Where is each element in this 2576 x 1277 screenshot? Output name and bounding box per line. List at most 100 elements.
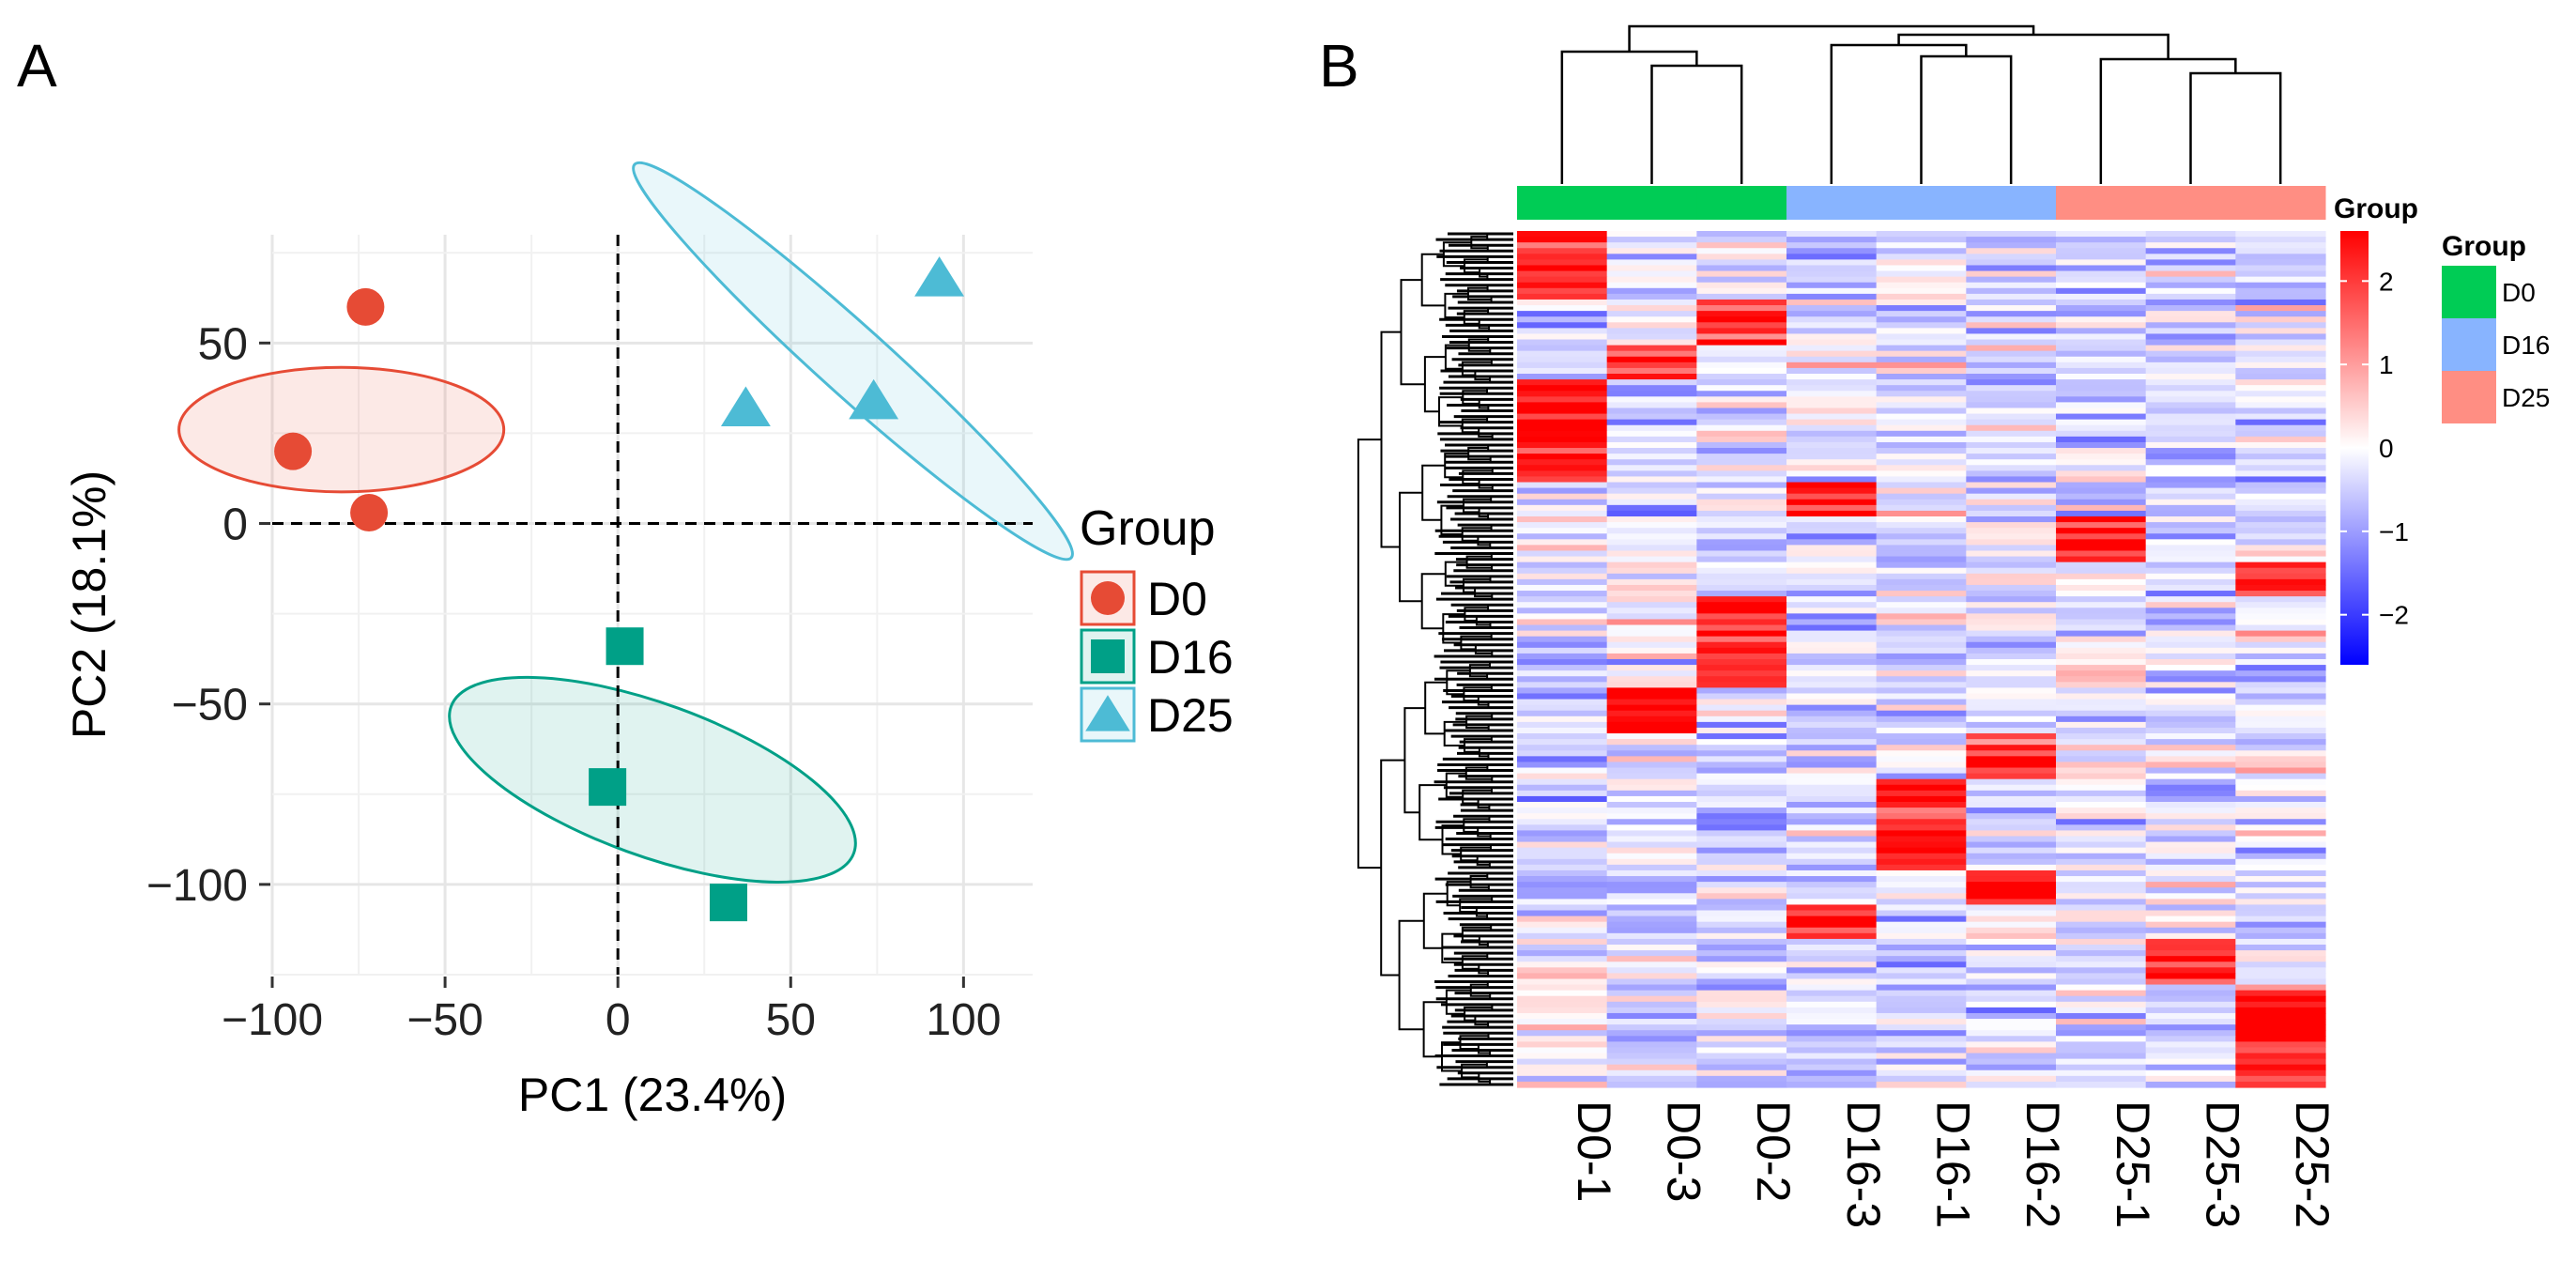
heatmap-cell — [1876, 311, 1967, 317]
heatmap-cell — [1606, 1019, 1697, 1025]
heatmap-cell — [1876, 882, 1967, 888]
heatmap-cell — [1696, 441, 1787, 449]
heatmap-cell — [1786, 465, 1878, 471]
heatmap-cell — [1876, 808, 1967, 814]
heatmap-cell — [2235, 578, 2326, 586]
heatmap-cell — [1966, 333, 2057, 341]
heatmap-cell — [2145, 932, 2236, 940]
heatmap-cell — [2145, 978, 2236, 986]
heatmap-cell — [1876, 254, 1967, 260]
heatmap-cell — [1696, 419, 1787, 426]
heatmap-cell — [1606, 470, 1697, 478]
heatmap-cell — [1786, 539, 1878, 546]
heatmap-cell — [1876, 927, 1967, 934]
heatmap-cell — [1606, 893, 1697, 900]
heatmap-cell — [1786, 362, 1878, 369]
heatmap-cell — [1606, 476, 1697, 484]
heatmap-cell — [2145, 254, 2236, 260]
heatmap-cell — [2056, 927, 2147, 934]
heatmap-cell — [2145, 687, 2236, 695]
heatmap-cell — [1876, 676, 1967, 683]
heatmap-cell — [1786, 973, 1878, 980]
heatmap-cell — [1517, 550, 1608, 558]
heatmap-cell — [2235, 973, 2326, 980]
heatmap-cell — [1786, 613, 1878, 621]
heatmap-cell — [1966, 424, 2057, 432]
heatmap-cell — [2235, 790, 2326, 797]
heatmap-cell — [1517, 910, 1608, 917]
heatmap-cell — [1606, 362, 1697, 369]
heatmap-cell — [2145, 578, 2236, 586]
heatmap-cell — [2235, 762, 2326, 769]
heatmap-cell — [2056, 567, 2147, 575]
heatmap-cell — [2056, 745, 2147, 751]
heatmap-cell — [1517, 510, 1608, 517]
heatmap-cell — [2235, 836, 2326, 843]
heatmap-cell — [1606, 995, 1697, 1003]
heatmap-cell — [1696, 704, 1787, 712]
heatmap-cell — [1876, 567, 1967, 575]
heatmap-cell — [1696, 962, 1787, 968]
heatmap-cell — [2056, 510, 2147, 517]
heatmap-cell — [1966, 510, 2057, 517]
column-annotation-bar — [1517, 186, 2326, 220]
heatmap-cell — [2235, 487, 2326, 495]
heatmap-cell — [1786, 454, 1878, 460]
heatmap-cell — [1876, 887, 1967, 894]
heatmap-cell — [1517, 396, 1608, 403]
heatmap-cell — [1876, 1053, 1967, 1060]
heatmap-cell — [1786, 311, 1878, 317]
heatmap-cell — [2056, 533, 2147, 540]
x-tick-label: −50 — [406, 995, 483, 1045]
heatmap-cell — [1876, 293, 1967, 300]
heatmap-cell — [2235, 802, 2326, 808]
heatmap-cell — [1606, 693, 1697, 700]
heatmap-cell — [2235, 904, 2326, 912]
heatmap-cell — [1966, 899, 2057, 906]
heatmap-cell — [2056, 528, 2147, 534]
heatmap-cell — [1517, 715, 1608, 723]
heatmap-cell — [2145, 1069, 2236, 1077]
heatmap-cell — [2235, 721, 2326, 729]
heatmap-cell — [1696, 413, 1787, 421]
pca-y-axis-label: PC2 (18.1%) — [63, 470, 115, 739]
heatmap-cell — [1786, 299, 1878, 306]
heatmap-cell — [1696, 333, 1787, 341]
heatmap-cell — [1876, 1047, 1967, 1054]
heatmap-cell — [1966, 441, 2057, 449]
heatmap-cell — [1517, 254, 1608, 260]
heatmap-cell — [2235, 767, 2326, 775]
heatmap-cell — [1517, 624, 1608, 632]
heatmap-cell — [1606, 1058, 1697, 1066]
heatmap-cell — [1696, 676, 1787, 683]
heatmap-cell — [1517, 516, 1608, 523]
heatmap-cell — [1786, 459, 1878, 466]
heatmap-cell — [1786, 927, 1878, 934]
heatmap-cell — [1786, 1012, 1878, 1020]
heatmap-cell — [1876, 362, 1967, 369]
heatmap-cell — [1696, 424, 1787, 432]
heatmap-cell — [2145, 1012, 2236, 1020]
heatmap-cell — [2235, 938, 2326, 946]
heatmap-cells — [1517, 231, 2326, 1088]
heatmap-cell — [1876, 1058, 1967, 1066]
heatmap-cell — [1606, 578, 1697, 586]
heatmap-cell — [1696, 602, 1787, 608]
heatmap-cell — [2056, 819, 2147, 825]
heatmap-cell — [2056, 733, 2147, 740]
heatmap-cell — [1966, 350, 2057, 358]
heatmap-cell — [1517, 932, 1608, 940]
heatmap-cell — [1966, 693, 2057, 700]
heatmap-cell — [2056, 459, 2147, 466]
heatmap-cell — [1786, 367, 1878, 375]
heatmap-cell — [2235, 493, 2326, 500]
heatmap-cell — [1696, 887, 1787, 894]
row-dendrogram-links — [1357, 233, 1513, 1085]
heatmap-cell — [1517, 419, 1608, 426]
heatmap-cell — [2235, 636, 2326, 643]
heatmap-cell — [1786, 504, 1878, 512]
heatmap-cell — [1606, 602, 1697, 608]
heatmap-cell — [1966, 1058, 2057, 1066]
heatmap-cell — [2056, 1036, 2147, 1042]
heatmap-cell — [1517, 350, 1608, 358]
